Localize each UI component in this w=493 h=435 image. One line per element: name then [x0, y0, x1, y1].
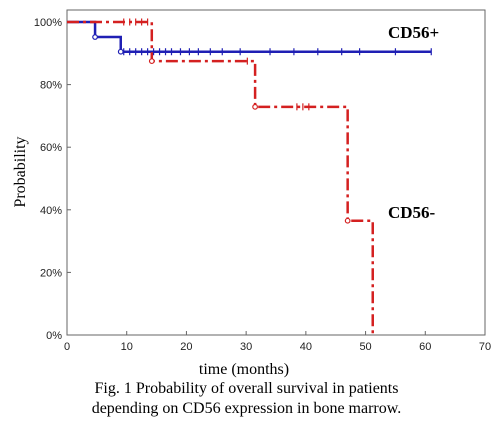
- y-tick-label: 80%: [40, 80, 62, 92]
- x-axis-label: time (months): [199, 361, 289, 378]
- y-tick-label: 100%: [34, 17, 62, 29]
- survival-curve: [67, 20, 374, 335]
- x-tick-label: 0: [64, 341, 70, 353]
- series-cd56-negative: [67, 18, 374, 335]
- x-tick-label: 50: [359, 341, 371, 353]
- y-tick-label: 60%: [40, 142, 62, 154]
- event-point: [117, 48, 124, 55]
- x-tick-label: 20: [180, 341, 192, 353]
- plot-frame: [66, 9, 486, 336]
- figure-caption: Fig. 1 Probability of overall survival i…: [0, 379, 493, 419]
- event-point: [344, 217, 351, 224]
- caption-line-1: Fig. 1 Probability of overall survival i…: [94, 380, 399, 397]
- x-tick-label: 10: [121, 341, 133, 353]
- y-tick-label: 40%: [40, 205, 62, 217]
- series-label-cd56-pos: CD56+: [388, 23, 439, 42]
- event-point: [148, 58, 155, 65]
- event-point: [92, 34, 98, 40]
- series-layer: [67, 18, 432, 335]
- y-axis-label: Probability: [12, 136, 29, 207]
- y-tick-label: 0%: [46, 330, 62, 342]
- x-tick-label: 30: [240, 341, 252, 353]
- x-tick-label: 60: [419, 341, 431, 353]
- x-tick-label: 70: [479, 341, 491, 353]
- y-tick-label: 20%: [40, 267, 62, 279]
- x-tick-label: 40: [300, 341, 312, 353]
- caption-line-2: depending on CD56 expression in bone mar…: [91, 400, 402, 417]
- event-point: [252, 103, 259, 110]
- axis-ticks: 0 10 20 30 40 50 60 70 0% 20% 40% 60% 80% 100%: [34, 17, 491, 353]
- series-label-cd56-neg: CD56-: [388, 203, 436, 222]
